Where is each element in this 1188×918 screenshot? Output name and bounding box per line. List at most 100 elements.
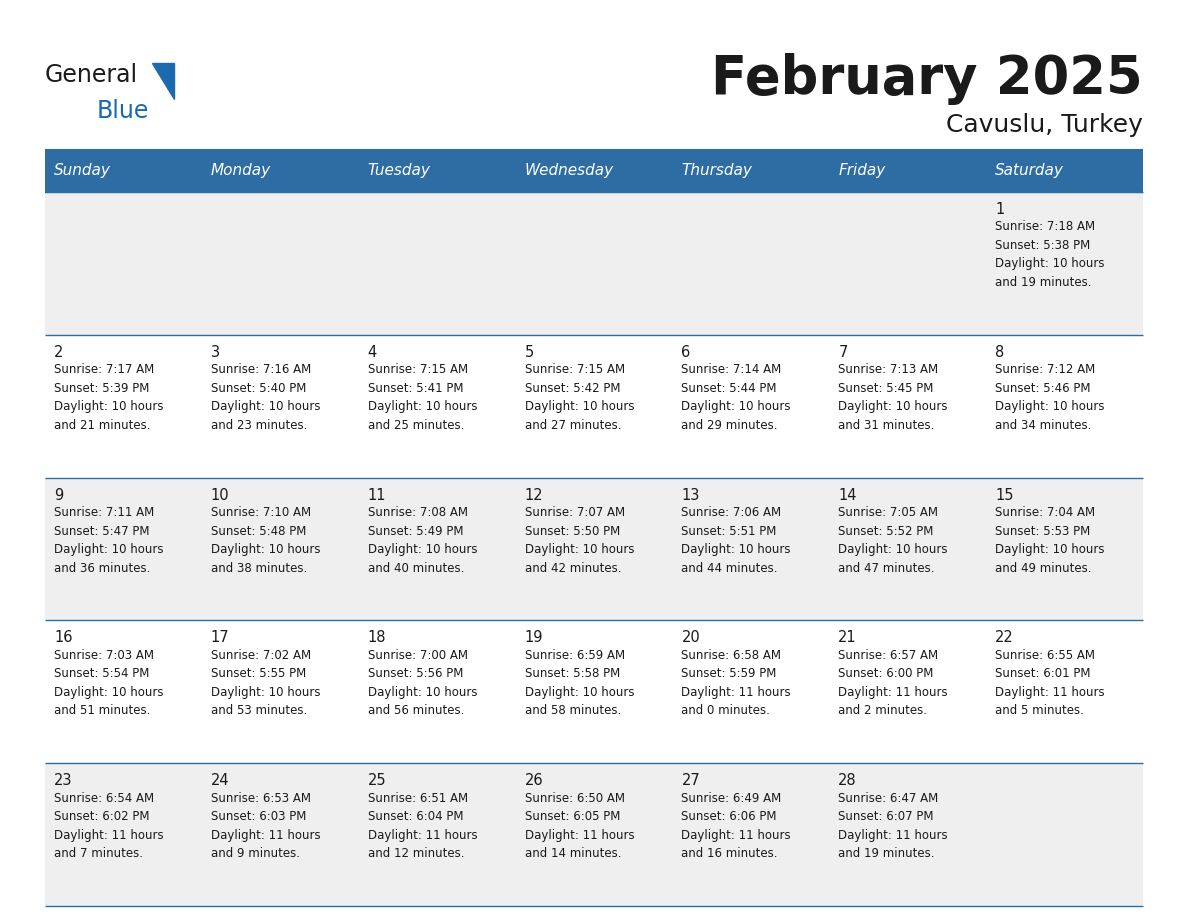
Text: Daylight: 11 hours: Daylight: 11 hours xyxy=(839,829,948,842)
Bar xyxy=(672,763,829,906)
Text: February 2025: February 2025 xyxy=(712,53,1143,105)
Text: Sunrise: 6:54 AM: Sunrise: 6:54 AM xyxy=(53,791,154,805)
Text: and 7 minutes.: and 7 minutes. xyxy=(53,847,143,860)
Text: 18: 18 xyxy=(368,631,386,645)
Text: 24: 24 xyxy=(210,773,229,789)
Text: 25: 25 xyxy=(368,773,386,789)
Text: and 29 minutes.: and 29 minutes. xyxy=(682,419,778,431)
Text: Sunrise: 7:04 AM: Sunrise: 7:04 AM xyxy=(996,506,1095,519)
Bar xyxy=(516,335,672,477)
Text: Sunset: 5:53 PM: Sunset: 5:53 PM xyxy=(996,524,1091,538)
Bar xyxy=(202,477,359,621)
Text: 5: 5 xyxy=(525,345,533,360)
Text: Sunrise: 6:51 AM: Sunrise: 6:51 AM xyxy=(368,791,468,805)
Text: Sunrise: 7:03 AM: Sunrise: 7:03 AM xyxy=(53,649,154,662)
Text: Daylight: 11 hours: Daylight: 11 hours xyxy=(53,829,164,842)
Text: 8: 8 xyxy=(996,345,1004,360)
Text: Sunrise: 6:53 AM: Sunrise: 6:53 AM xyxy=(210,791,311,805)
Bar xyxy=(829,192,986,335)
Bar xyxy=(986,192,1143,335)
Bar xyxy=(516,763,672,906)
Text: Daylight: 10 hours: Daylight: 10 hours xyxy=(368,543,478,556)
Text: Daylight: 10 hours: Daylight: 10 hours xyxy=(525,400,634,413)
Bar xyxy=(45,477,202,621)
Text: and 12 minutes.: and 12 minutes. xyxy=(368,847,465,860)
Text: Sunset: 5:48 PM: Sunset: 5:48 PM xyxy=(210,524,307,538)
Bar xyxy=(986,335,1143,477)
Text: Sunrise: 6:59 AM: Sunrise: 6:59 AM xyxy=(525,649,625,662)
Text: and 51 minutes.: and 51 minutes. xyxy=(53,704,151,717)
Text: Daylight: 10 hours: Daylight: 10 hours xyxy=(210,543,321,556)
Text: Friday: Friday xyxy=(839,163,885,178)
Bar xyxy=(359,477,516,621)
Text: Sunset: 5:39 PM: Sunset: 5:39 PM xyxy=(53,382,150,395)
Text: 15: 15 xyxy=(996,487,1013,502)
Text: Sunset: 5:51 PM: Sunset: 5:51 PM xyxy=(682,524,777,538)
Bar xyxy=(45,150,202,192)
Text: and 31 minutes.: and 31 minutes. xyxy=(839,419,935,431)
Text: and 38 minutes.: and 38 minutes. xyxy=(210,562,308,575)
Text: and 9 minutes.: and 9 minutes. xyxy=(210,847,299,860)
Text: Sunrise: 7:05 AM: Sunrise: 7:05 AM xyxy=(839,506,939,519)
Text: 27: 27 xyxy=(682,773,700,789)
Bar xyxy=(986,763,1143,906)
Text: Daylight: 10 hours: Daylight: 10 hours xyxy=(839,400,948,413)
Text: Sunrise: 7:07 AM: Sunrise: 7:07 AM xyxy=(525,506,625,519)
Text: Sunset: 5:56 PM: Sunset: 5:56 PM xyxy=(368,667,463,680)
Text: 16: 16 xyxy=(53,631,72,645)
Text: Sunset: 5:44 PM: Sunset: 5:44 PM xyxy=(682,382,777,395)
Text: Monday: Monday xyxy=(210,163,271,178)
Bar xyxy=(672,192,829,335)
Bar xyxy=(359,335,516,477)
Text: Sunrise: 7:16 AM: Sunrise: 7:16 AM xyxy=(210,364,311,376)
Text: and 53 minutes.: and 53 minutes. xyxy=(210,704,308,717)
Text: Sunrise: 7:15 AM: Sunrise: 7:15 AM xyxy=(525,364,625,376)
Text: Sunrise: 7:15 AM: Sunrise: 7:15 AM xyxy=(368,364,468,376)
Text: 10: 10 xyxy=(210,487,229,502)
Text: Sunset: 6:02 PM: Sunset: 6:02 PM xyxy=(53,811,150,823)
Text: 17: 17 xyxy=(210,631,229,645)
Text: 6: 6 xyxy=(682,345,690,360)
Text: Daylight: 10 hours: Daylight: 10 hours xyxy=(525,543,634,556)
Text: and 42 minutes.: and 42 minutes. xyxy=(525,562,621,575)
Text: Sunrise: 7:14 AM: Sunrise: 7:14 AM xyxy=(682,364,782,376)
Bar xyxy=(45,335,202,477)
Text: 9: 9 xyxy=(53,487,63,502)
Text: and 47 minutes.: and 47 minutes. xyxy=(839,562,935,575)
Bar xyxy=(986,477,1143,621)
Text: and 44 minutes.: and 44 minutes. xyxy=(682,562,778,575)
Text: Daylight: 10 hours: Daylight: 10 hours xyxy=(682,400,791,413)
Text: Daylight: 10 hours: Daylight: 10 hours xyxy=(682,543,791,556)
Text: 14: 14 xyxy=(839,487,857,502)
Text: Sunrise: 7:17 AM: Sunrise: 7:17 AM xyxy=(53,364,154,376)
Text: Sunrise: 6:58 AM: Sunrise: 6:58 AM xyxy=(682,649,782,662)
Text: Sunrise: 7:08 AM: Sunrise: 7:08 AM xyxy=(368,506,468,519)
Text: Daylight: 10 hours: Daylight: 10 hours xyxy=(996,543,1105,556)
Text: Daylight: 10 hours: Daylight: 10 hours xyxy=(210,400,321,413)
Bar xyxy=(516,150,672,192)
Text: Sunset: 6:01 PM: Sunset: 6:01 PM xyxy=(996,667,1091,680)
Text: Daylight: 10 hours: Daylight: 10 hours xyxy=(525,686,634,699)
Text: Sunset: 6:07 PM: Sunset: 6:07 PM xyxy=(839,811,934,823)
Text: Daylight: 10 hours: Daylight: 10 hours xyxy=(53,400,164,413)
Text: Sunrise: 7:18 AM: Sunrise: 7:18 AM xyxy=(996,220,1095,233)
Text: and 36 minutes.: and 36 minutes. xyxy=(53,562,151,575)
Bar xyxy=(986,150,1143,192)
Text: Sunset: 5:58 PM: Sunset: 5:58 PM xyxy=(525,667,620,680)
Text: Blue: Blue xyxy=(97,99,150,123)
Bar xyxy=(516,192,672,335)
Text: and 25 minutes.: and 25 minutes. xyxy=(368,419,465,431)
Text: 4: 4 xyxy=(368,345,377,360)
Text: Sunset: 5:38 PM: Sunset: 5:38 PM xyxy=(996,239,1091,252)
Text: 7: 7 xyxy=(839,345,848,360)
Text: Sunset: 5:49 PM: Sunset: 5:49 PM xyxy=(368,524,463,538)
Text: Sunrise: 7:11 AM: Sunrise: 7:11 AM xyxy=(53,506,154,519)
Text: Sunday: Sunday xyxy=(53,163,110,178)
Text: 12: 12 xyxy=(525,487,543,502)
Text: Daylight: 11 hours: Daylight: 11 hours xyxy=(368,829,478,842)
Text: Sunset: 5:55 PM: Sunset: 5:55 PM xyxy=(210,667,307,680)
Text: and 40 minutes.: and 40 minutes. xyxy=(368,562,465,575)
Bar xyxy=(829,335,986,477)
Bar xyxy=(986,621,1143,763)
Text: Daylight: 11 hours: Daylight: 11 hours xyxy=(525,829,634,842)
